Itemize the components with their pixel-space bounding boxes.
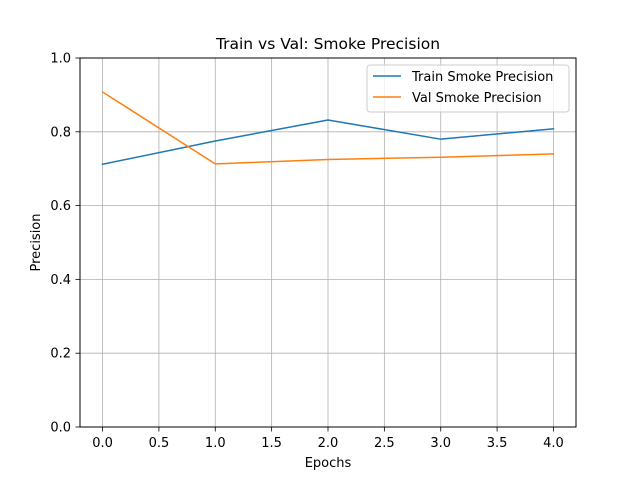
x-tick-label: 2.5 [374,436,395,451]
y-tick-label: 0.6 [50,199,71,214]
x-tick-label: 4.0 [543,436,564,451]
val-series-line [101,90,555,165]
y-tick-label: 0.4 [50,273,71,288]
x-tick-label: 1.0 [205,436,226,451]
grid [80,57,576,428]
legend-label-val: Val Smoke Precision [412,91,542,106]
x-tick-label: 3.5 [487,436,508,451]
y-tick-label: 0.8 [50,125,71,140]
legend: Train Smoke Precision Val Smoke Precisio… [366,64,570,113]
y-tick-label: 0.2 [50,347,71,362]
train-series-line [101,119,555,166]
x-tick-label: 2.0 [318,436,339,451]
legend-label-train: Train Smoke Precision [411,70,553,85]
x-tick-label: 3.0 [430,436,451,451]
series-layer [101,90,555,166]
x-tick-label: 1.5 [261,436,282,451]
y-axis-label: Precision [29,213,44,271]
ticks: 0.0 0.5 1.0 1.5 2.0 2.5 3.0 3.5 4.0 0.0 0.2 0.4 0.6 0… [50,52,563,452]
y-tick-label: 1.0 [50,52,71,67]
x-tick-label: 0.0 [92,436,113,451]
x-tick-label: 0.5 [149,436,170,451]
y-tick-label: 0.0 [50,421,71,436]
chart-title: Train vs Val: Smoke Precision [215,35,440,53]
x-axis-label: Epochs [305,456,352,471]
legend-frame [366,64,570,113]
